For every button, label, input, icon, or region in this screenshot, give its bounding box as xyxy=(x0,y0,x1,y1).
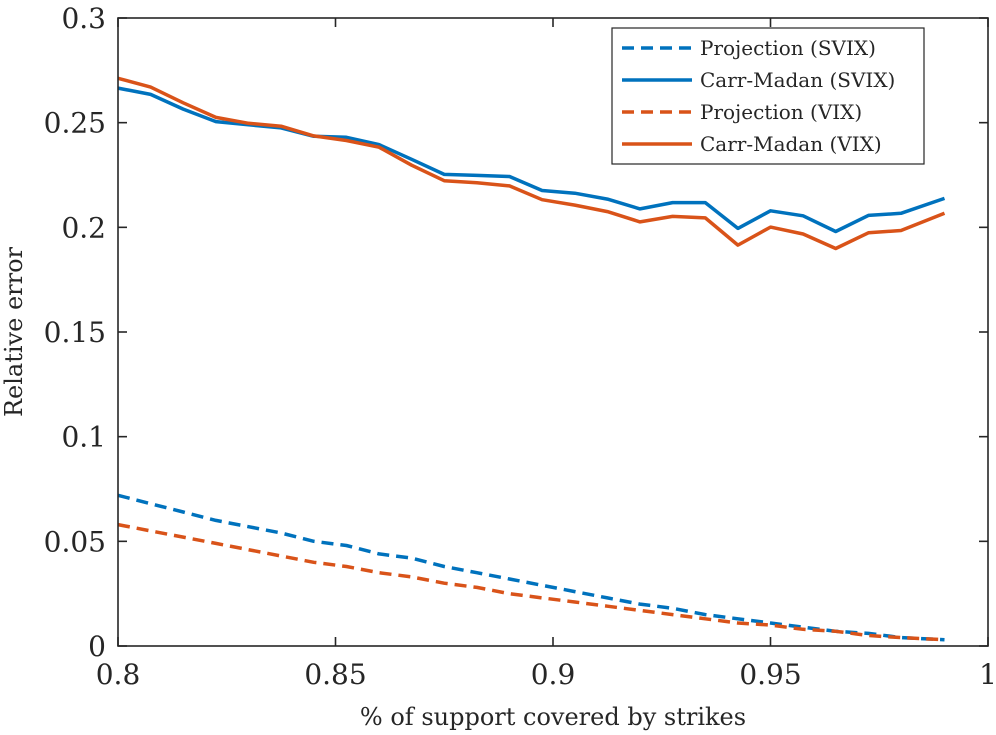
series-line-0 xyxy=(117,493,945,642)
x-tick-label: 0.9 xyxy=(531,658,576,691)
y-tick-label: 0 xyxy=(88,630,106,663)
legend-label: Projection (SVIX) xyxy=(700,36,876,60)
ticks: 0.8 0.85 0.9 0.95 1 0 0.05 0.1 0.15 0.2 0.25 0.3 xyxy=(44,2,996,691)
y-axis-label: Relative error xyxy=(0,246,28,417)
legend-label: Carr-Madan (SVIX) xyxy=(700,68,895,92)
y-tick-label: 0.25 xyxy=(44,107,106,140)
y-tick-label: 0.2 xyxy=(61,211,106,244)
x-axis-label: % of support covered by strikes xyxy=(360,703,746,731)
legend-label: Projection (VIX) xyxy=(700,100,862,124)
series-line-2 xyxy=(117,522,945,642)
legend-label: Carr-Madan (VIX) xyxy=(700,132,882,156)
y-tick-label: 0.1 xyxy=(61,421,106,454)
x-tick-label: 0.8 xyxy=(96,658,141,691)
x-tick-label: 0.95 xyxy=(739,658,801,691)
series-line-3 xyxy=(117,76,946,251)
legend: Projection (SVIX) Carr-Madan (SVIX) Projec… xyxy=(611,27,925,165)
y-tick-label: 0.05 xyxy=(44,525,106,558)
y-tick-label: 0.3 xyxy=(61,2,106,35)
y-tick-label: 0.15 xyxy=(44,316,106,349)
series-layer xyxy=(117,76,946,642)
x-tick-label: 0.85 xyxy=(304,658,366,691)
legend-box xyxy=(611,27,925,165)
x-tick-label: 1 xyxy=(979,658,996,691)
